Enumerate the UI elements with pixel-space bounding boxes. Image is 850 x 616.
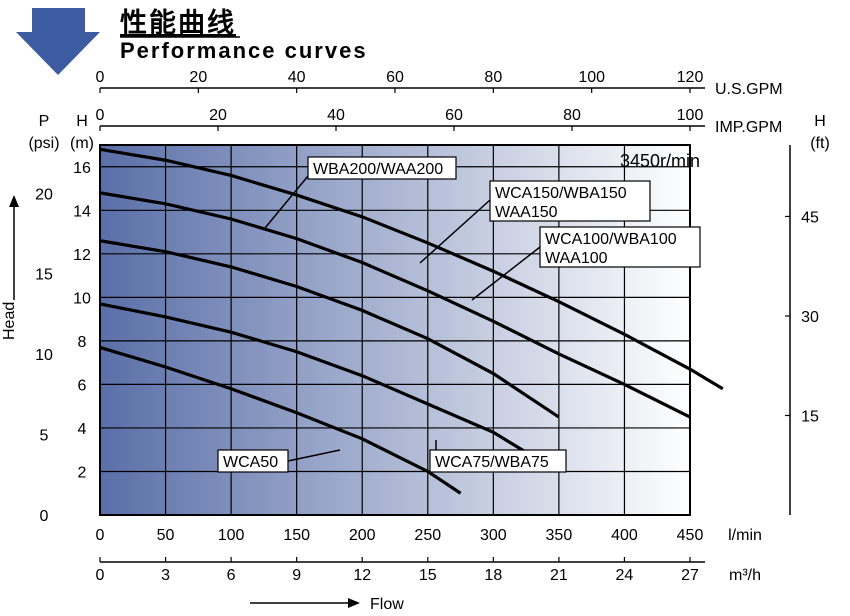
- callout-text: WCA75/WBA75: [435, 454, 549, 471]
- svg-text:6: 6: [227, 567, 236, 584]
- svg-text:2: 2: [78, 464, 87, 481]
- svg-text:100: 100: [578, 69, 605, 86]
- svg-text:16: 16: [73, 160, 91, 177]
- impgpm-label: IMP.GPM: [715, 119, 782, 136]
- svg-text:120: 120: [677, 69, 704, 86]
- svg-text:450: 450: [677, 527, 704, 544]
- callout-text: WCA100/WBA100: [545, 231, 677, 248]
- svg-text:12: 12: [353, 567, 371, 584]
- svg-text:15: 15: [35, 267, 53, 284]
- svg-text:100: 100: [677, 107, 704, 124]
- svg-text:45: 45: [801, 209, 819, 226]
- svg-text:10: 10: [73, 290, 91, 307]
- svg-text:80: 80: [563, 107, 581, 124]
- axis-lmin: 0 50 100 150 200 250 300 350 400 450 l/min: [96, 527, 762, 544]
- svg-text:20: 20: [189, 69, 207, 86]
- callout-text: WAA150: [495, 204, 558, 221]
- p-label: P: [39, 113, 50, 130]
- h-left-label: H: [76, 113, 88, 130]
- svg-text:20: 20: [209, 107, 227, 124]
- psi-unit: (psi): [28, 135, 59, 152]
- axis-usgpm: 0 20 40 60 80 100 120 U.S.GPM: [96, 69, 783, 98]
- svg-text:3: 3: [161, 567, 170, 584]
- svg-text:4: 4: [78, 421, 87, 438]
- flow-label: Flow: [370, 596, 404, 613]
- lmin-label: l/min: [728, 527, 762, 544]
- svg-text:9: 9: [292, 567, 301, 584]
- svg-text:60: 60: [386, 69, 404, 86]
- chart-container: 性能曲线 Performance curves 020406080100120U…: [0, 0, 850, 616]
- svg-text:80: 80: [484, 69, 502, 86]
- head-label: Head: [1, 302, 18, 340]
- svg-text:100: 100: [218, 527, 245, 544]
- up-arrow-icon: [9, 195, 19, 207]
- title-cn: 性能曲线: [120, 7, 236, 38]
- ft-unit: (ft): [810, 135, 830, 152]
- svg-text:0: 0: [40, 508, 49, 525]
- axis-m3h: 0 3 6 9 12 15 18 21 24 27 m³/h: [96, 557, 761, 584]
- right-arrow-icon: [348, 598, 360, 608]
- svg-text:30: 30: [801, 309, 819, 326]
- svg-text:60: 60: [445, 107, 463, 124]
- svg-text:24: 24: [616, 567, 634, 584]
- rpm-label: 3450r/min: [620, 151, 700, 171]
- axis-ft: 15 30 45: [785, 145, 819, 515]
- svg-text:40: 40: [327, 107, 345, 124]
- callout-text: WAA100: [545, 250, 608, 267]
- head-label-group: Head: [1, 195, 19, 340]
- m-unit: (m): [70, 135, 94, 152]
- axis-psi: 0 5 10 15 20 2 4 6 8 10 12 14 16: [35, 160, 91, 525]
- svg-text:40: 40: [288, 69, 306, 86]
- axis-impgpm: 0 20 40 60 80 100 IMP.GPM: [96, 107, 783, 136]
- callout-text: WBA200/WAA200: [313, 161, 443, 178]
- svg-text:21: 21: [550, 567, 568, 584]
- svg-text:350: 350: [546, 527, 573, 544]
- down-arrow-icon: [16, 8, 100, 75]
- usgpm-label: U.S.GPM: [715, 81, 783, 98]
- svg-text:0: 0: [96, 69, 105, 86]
- title-en: Performance curves: [120, 38, 368, 63]
- svg-text:10: 10: [35, 347, 53, 364]
- svg-text:8: 8: [78, 334, 87, 351]
- performance-chart: 性能曲线 Performance curves 020406080100120U…: [0, 0, 850, 616]
- svg-text:0: 0: [96, 567, 105, 584]
- svg-text:300: 300: [480, 527, 507, 544]
- flow-label-group: Flow: [250, 596, 404, 613]
- callout-text: WCA150/WBA150: [495, 185, 627, 202]
- svg-text:15: 15: [801, 408, 819, 425]
- callout-text: WCA50: [223, 454, 278, 471]
- svg-text:0: 0: [96, 107, 105, 124]
- svg-text:250: 250: [414, 527, 441, 544]
- svg-text:14: 14: [73, 203, 91, 220]
- svg-text:200: 200: [349, 527, 376, 544]
- svg-text:27: 27: [681, 567, 699, 584]
- m3h-label: m³/h: [729, 567, 761, 584]
- svg-text:18: 18: [484, 567, 502, 584]
- h-right-label: H: [814, 113, 826, 130]
- svg-text:12: 12: [73, 247, 91, 264]
- svg-text:150: 150: [283, 527, 310, 544]
- svg-text:5: 5: [40, 428, 49, 445]
- svg-text:20: 20: [35, 186, 53, 203]
- svg-text:15: 15: [419, 567, 437, 584]
- svg-text:0: 0: [96, 527, 105, 544]
- svg-text:50: 50: [157, 527, 175, 544]
- svg-text:400: 400: [611, 527, 638, 544]
- svg-text:6: 6: [78, 377, 87, 394]
